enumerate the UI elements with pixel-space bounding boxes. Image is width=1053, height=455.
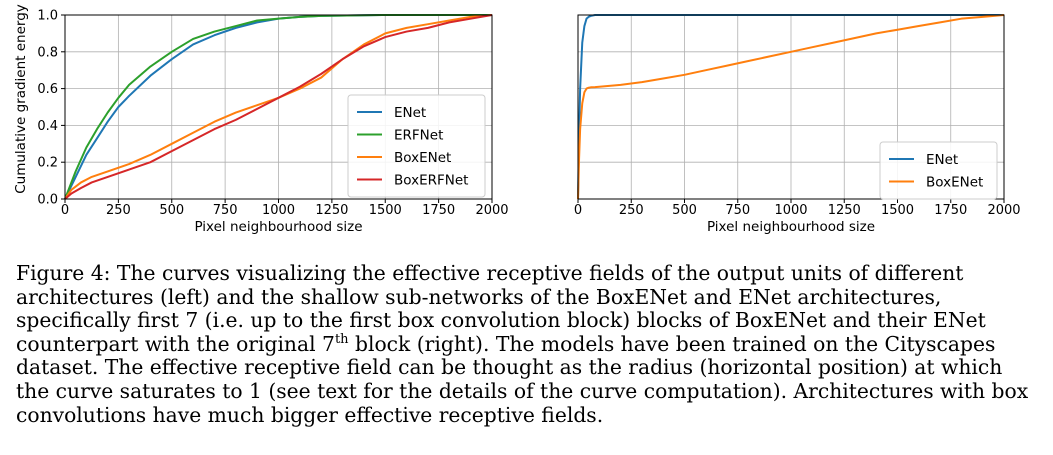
series-line-erfnet bbox=[64, 14, 492, 200]
x-tick-label: 500 bbox=[159, 203, 184, 218]
series-line-boxerfnet bbox=[64, 14, 493, 200]
x-tick-label: 0 bbox=[574, 203, 582, 218]
x-tick-label: 1750 bbox=[934, 203, 967, 218]
legend-label-boxerfnet: BoxERFNet bbox=[394, 173, 468, 189]
x-axis-label: Pixel neighbourhood size bbox=[707, 219, 875, 235]
x-tick-label: 750 bbox=[213, 203, 238, 218]
legend-box bbox=[347, 94, 486, 198]
x-tick-label: 0 bbox=[61, 203, 69, 218]
caption-text-part2: block (right). The models have been trai… bbox=[16, 331, 1029, 427]
figure-caption: Figure 4: The curves visualizing the eff… bbox=[16, 261, 1040, 427]
caption-text-part1: The curves visualizing the effective rec… bbox=[16, 261, 986, 356]
x-tick-label: 250 bbox=[619, 203, 644, 218]
caption-superscript: th bbox=[334, 332, 349, 348]
legend-label-erfnet: ERFNet bbox=[394, 128, 443, 144]
x-axis-label: Pixel neighbourhood size bbox=[194, 219, 362, 235]
x-tick-label: 1250 bbox=[315, 203, 348, 218]
x-tick-label: 1250 bbox=[828, 203, 861, 218]
x-tick-label: 1000 bbox=[774, 203, 807, 218]
legend-label-enet: ENet bbox=[926, 152, 958, 168]
x-tick-label: 1500 bbox=[881, 203, 914, 218]
x-tick-label: 1500 bbox=[369, 203, 402, 218]
y-tick-label: 1.0 bbox=[37, 9, 58, 24]
right-plot: 0 250 500 750 1000 1250 1500 1750 2000 Pixel neig… bbox=[574, 14, 1021, 235]
x-tick-label: 750 bbox=[725, 203, 750, 218]
x-tick-label: 250 bbox=[106, 203, 131, 218]
legend-label-boxenet: BoxENet bbox=[394, 150, 451, 166]
figure: 0 250 500 750 1000 1250 1500 1750 2000 0.0 0.2 0.4 0… bbox=[13, 4, 1021, 235]
x-tick-label: 2000 bbox=[475, 203, 508, 218]
x-tick-label: 1000 bbox=[262, 203, 295, 218]
y-tick-label: 0.2 bbox=[37, 156, 58, 171]
y-tick-label: 0.8 bbox=[37, 45, 58, 60]
legend-label-boxenet: BoxENet bbox=[926, 175, 983, 191]
y-tick-label: 0.0 bbox=[37, 193, 58, 208]
y-tick-label: 0.4 bbox=[37, 119, 58, 134]
legend-label-enet: ENet bbox=[394, 105, 426, 121]
y-axis-label: Cumulative gradient energy bbox=[13, 4, 29, 194]
y-tick-label: 0.6 bbox=[37, 82, 58, 97]
x-tick-label: 1750 bbox=[422, 203, 455, 218]
legend-box bbox=[879, 141, 998, 200]
left-plot: 0 250 500 750 1000 1250 1500 1750 2000 0.0 0.2 0.4 0… bbox=[13, 4, 509, 235]
x-tick-label: 500 bbox=[672, 203, 697, 218]
x-tick-label: 2000 bbox=[987, 203, 1020, 218]
series-line-boxenet bbox=[64, 14, 493, 200]
figure-label: Figure 4: bbox=[16, 261, 111, 285]
series-line-boxenet bbox=[577, 14, 1005, 200]
